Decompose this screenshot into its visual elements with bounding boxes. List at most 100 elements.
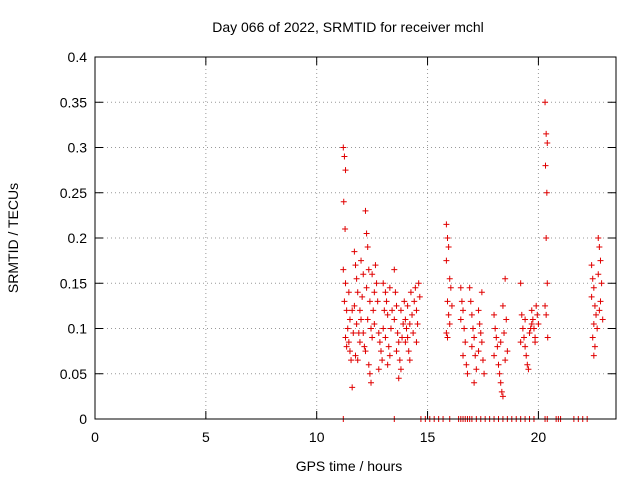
data-point <box>384 311 391 318</box>
data-point <box>597 298 604 305</box>
data-point <box>375 330 382 337</box>
data-point <box>360 271 367 278</box>
data-point <box>351 248 358 255</box>
data-point <box>404 302 411 309</box>
data-point <box>520 334 527 341</box>
data-point <box>471 379 478 386</box>
data-point <box>392 289 399 296</box>
data-point <box>590 320 597 327</box>
data-points <box>340 99 606 422</box>
data-point <box>358 316 365 323</box>
data-point <box>481 370 488 377</box>
data-point <box>416 293 423 300</box>
data-point <box>349 384 356 391</box>
data-point <box>526 330 533 337</box>
data-point <box>464 370 471 377</box>
data-point <box>494 343 501 350</box>
data-point <box>599 316 606 323</box>
data-point <box>352 262 359 269</box>
data-point <box>354 357 361 364</box>
data-point <box>479 357 486 364</box>
data-point <box>544 280 551 287</box>
data-point <box>502 275 509 282</box>
data-point <box>458 298 465 305</box>
data-point <box>393 302 400 309</box>
data-point <box>544 139 551 146</box>
data-point <box>366 298 373 305</box>
data-point <box>444 235 451 241</box>
data-point <box>377 348 384 355</box>
data-point <box>410 330 417 337</box>
data-point <box>397 366 404 373</box>
data-point <box>535 320 542 327</box>
data-point <box>368 325 375 332</box>
data-point <box>448 302 455 309</box>
data-point <box>447 284 454 291</box>
data-point <box>460 352 467 359</box>
data-point <box>529 316 536 323</box>
data-point <box>414 320 421 327</box>
grid-lines <box>95 57 616 419</box>
data-point <box>518 311 525 318</box>
data-point <box>443 221 450 228</box>
data-point <box>595 271 602 278</box>
data-point <box>413 307 420 314</box>
data-point <box>499 393 506 400</box>
data-point <box>504 348 511 355</box>
data-point <box>346 348 353 355</box>
data-point <box>462 339 469 346</box>
data-point <box>517 339 524 346</box>
data-point <box>495 361 502 368</box>
data-point <box>387 325 394 332</box>
data-point <box>346 316 353 323</box>
data-point <box>528 320 535 327</box>
data-point <box>406 320 413 327</box>
data-point <box>366 370 373 377</box>
data-point <box>406 357 413 364</box>
data-point <box>588 293 595 300</box>
data-point <box>472 352 479 359</box>
x-tick-label: 0 <box>91 429 99 445</box>
data-point <box>478 289 485 296</box>
data-point <box>457 316 464 323</box>
data-point <box>411 298 418 305</box>
data-point <box>473 366 480 373</box>
data-point <box>385 343 392 350</box>
data-point <box>491 311 498 318</box>
data-point <box>402 316 409 323</box>
data-point <box>343 343 350 350</box>
y-tick-label: 0.15 <box>60 275 87 291</box>
data-point <box>340 198 347 205</box>
data-point <box>356 307 363 314</box>
data-point <box>478 339 485 346</box>
data-point <box>351 302 358 309</box>
data-point <box>344 325 351 332</box>
data-point <box>598 280 605 287</box>
data-point <box>380 280 387 287</box>
data-point <box>443 330 450 337</box>
y-tick-label: 0.4 <box>68 49 88 65</box>
data-point <box>517 280 524 287</box>
data-point <box>364 316 371 323</box>
data-point <box>353 320 360 327</box>
data-point <box>345 289 352 296</box>
data-point <box>379 357 386 364</box>
data-point <box>542 162 549 169</box>
data-point <box>501 330 508 337</box>
data-point <box>363 230 370 237</box>
data-point <box>400 320 407 327</box>
y-tick-label: 0.35 <box>60 94 87 110</box>
data-point <box>404 334 411 341</box>
data-point <box>365 361 372 368</box>
data-point <box>358 257 365 264</box>
data-point <box>349 307 356 314</box>
plot-frame <box>94 56 617 420</box>
data-point <box>519 325 526 332</box>
data-point <box>380 325 387 332</box>
data-point <box>369 334 376 341</box>
data-point <box>360 330 367 337</box>
data-point <box>359 293 366 300</box>
data-point <box>393 348 400 355</box>
data-point <box>415 280 422 287</box>
data-point <box>498 388 505 395</box>
